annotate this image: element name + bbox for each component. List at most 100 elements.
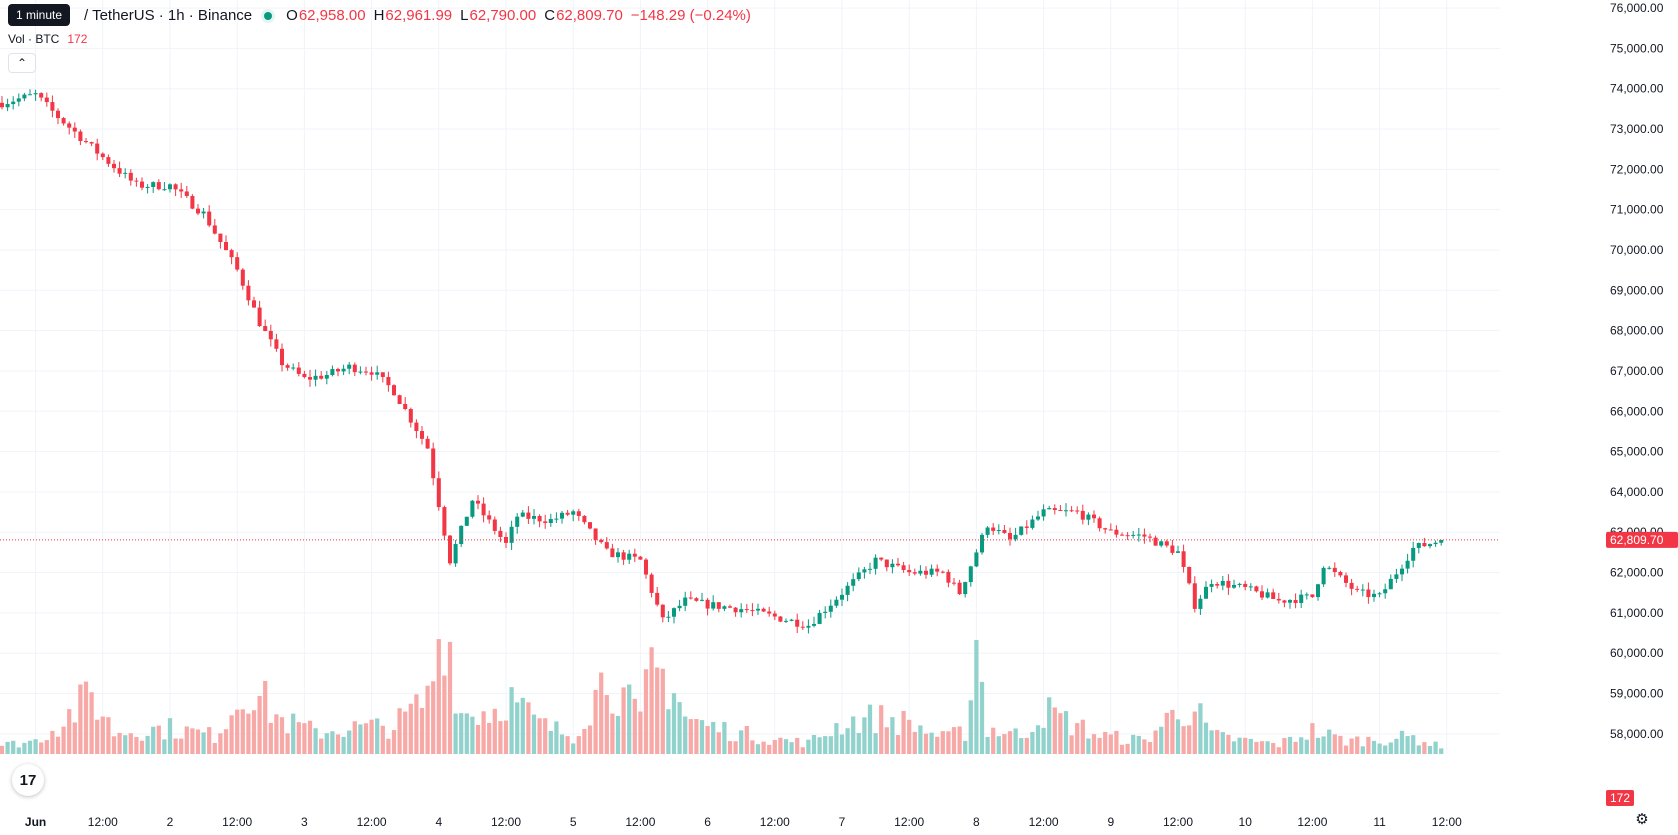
volume-bar [643, 669, 649, 754]
candle-body [565, 512, 570, 515]
volume-bar [50, 730, 55, 754]
candle [862, 566, 867, 579]
volume-label[interactable]: Vol · BTC [8, 32, 60, 46]
volume-bar [851, 716, 856, 754]
volume-bar [1254, 741, 1259, 754]
volume-bar [767, 744, 772, 754]
candle-body [856, 572, 861, 580]
volume-bar [291, 713, 296, 754]
volume-bar [408, 703, 413, 754]
candle [957, 579, 962, 595]
candle [1142, 528, 1147, 544]
volume-bar [16, 747, 21, 754]
candle [520, 509, 525, 518]
volume-bar [711, 721, 716, 754]
candle-body [1394, 574, 1399, 579]
candle [559, 510, 565, 524]
candle-body [475, 500, 481, 504]
volume-bar [1293, 741, 1298, 754]
candle [778, 616, 783, 623]
candle-body [1108, 529, 1113, 531]
candle-body [408, 408, 413, 423]
volume-bar [783, 739, 789, 754]
volume-bar [235, 709, 240, 754]
candle-body [487, 515, 492, 520]
time-tick-label: 10 [1239, 815, 1253, 829]
volume-bar [1439, 748, 1444, 754]
volume-bar [212, 742, 217, 754]
candle [425, 435, 430, 449]
gear-icon[interactable]: ⚙ [1635, 811, 1649, 828]
volume-bar [397, 708, 402, 754]
candle [991, 523, 996, 536]
candle-body [873, 557, 878, 569]
candle [481, 497, 486, 523]
candle-body [128, 172, 133, 181]
volume-bar [358, 724, 363, 754]
volume-bar [156, 725, 161, 754]
volume-bar [302, 723, 307, 754]
candle-body [72, 127, 77, 132]
collapse-button[interactable]: ⌃ [8, 53, 36, 73]
price-tick-label: 69,000.00 [1610, 283, 1664, 297]
volume-bar [229, 715, 234, 754]
volume-bar [1360, 746, 1365, 754]
time-tick-label: 12:00 [1432, 815, 1462, 829]
volume-bar [755, 744, 761, 754]
candle [67, 121, 72, 135]
candle [1371, 589, 1377, 602]
candle [419, 426, 425, 445]
tradingview-logo[interactable]: 17 [12, 764, 44, 796]
candle-body [1175, 551, 1181, 553]
candle-body [1013, 534, 1018, 540]
open-label: O [286, 7, 298, 24]
candle [1299, 589, 1304, 608]
symbol-title[interactable]: / TetherUS · 1h · Binance [84, 7, 253, 24]
candle [1131, 530, 1136, 539]
candle [565, 509, 570, 517]
volume-bar [1030, 732, 1035, 754]
candle-body [179, 189, 184, 192]
candle-body [688, 597, 693, 599]
candle-body [1315, 584, 1321, 598]
candle [582, 515, 587, 525]
candle [739, 603, 744, 618]
candle [783, 618, 789, 624]
volume-bar [1220, 732, 1225, 754]
candle [1181, 544, 1186, 573]
candle-body [817, 612, 822, 624]
volume-bar [1377, 743, 1382, 754]
candle-body [55, 110, 61, 119]
market-status-icon[interactable] [264, 11, 273, 20]
price-axis: 58,000.00 59,000.00 60,000.00 61,000.00 62,0… [1610, 1, 1664, 741]
volume-bar [543, 718, 548, 754]
volume-bar [44, 740, 49, 754]
candle-body [223, 242, 229, 251]
candle-body [279, 348, 285, 366]
candle [1058, 505, 1063, 511]
volume-bar [296, 722, 301, 754]
volume-bar [268, 722, 273, 754]
price-tick-label: 72,000.00 [1610, 162, 1664, 176]
candle [615, 548, 621, 563]
candle [1013, 527, 1018, 542]
candle-body [548, 518, 553, 523]
candle [89, 141, 94, 147]
volume-bar [313, 728, 318, 754]
candle [162, 181, 167, 191]
candle-body [1119, 534, 1125, 536]
candle [302, 370, 307, 379]
candle-body [828, 605, 833, 612]
candle [358, 366, 363, 375]
candle [627, 549, 632, 564]
candle-body [123, 172, 128, 174]
candle-body [744, 609, 749, 611]
volume-bar [1299, 737, 1304, 754]
candle-body [1405, 560, 1410, 569]
candle [263, 319, 268, 332]
candle-body [722, 606, 727, 609]
candle-body [1142, 534, 1147, 537]
candle-body [139, 181, 145, 188]
candle-body [50, 102, 55, 111]
